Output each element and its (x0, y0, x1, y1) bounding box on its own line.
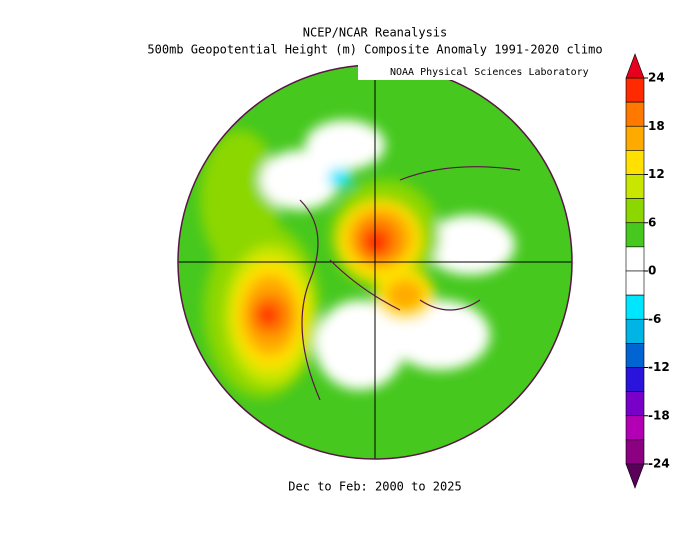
colorbar-segment (625, 415, 645, 441)
colorbar: 24 18 12 6 0 -6 -12 -18 -24 (625, 53, 670, 489)
colorbar-segment (625, 294, 645, 320)
title: NCEP/NCAR Reanalysis (303, 26, 448, 40)
colorbar-tick-label: -24 (648, 457, 670, 471)
colorbar-tick-label: 18 (648, 119, 665, 133)
colorbar-tick-label: 12 (648, 167, 665, 181)
colorbar-tick-label: 24 (648, 71, 665, 85)
colorbar-segment (625, 198, 645, 224)
colorbar-tick-label: -12 (648, 360, 670, 374)
colorbar-segment (625, 150, 645, 175)
colorbar-segment (625, 343, 645, 368)
colorbar-top (625, 53, 645, 79)
credit: NOAA Physical Sciences Laboratory (390, 67, 589, 78)
map (178, 65, 572, 459)
colorbar-segment (625, 77, 645, 103)
colorbar-segment (625, 125, 645, 151)
colorbar-bottom (625, 463, 645, 489)
colorbar-tick-label: -18 (648, 408, 670, 422)
colorbar-segment (625, 439, 645, 465)
colorbar-segment (625, 222, 645, 248)
colorbar-tick-label: 6 (648, 215, 656, 229)
colorbar-segment (625, 101, 645, 127)
colorbar-segment (625, 391, 645, 417)
credit-box (358, 63, 580, 80)
subtitle: 500mb Geopotential Height (m) Composite … (147, 43, 602, 57)
colorbar-tick-label: -6 (648, 312, 661, 326)
colorbar-tick-label: 0 (648, 264, 656, 278)
colorbar-segment (625, 367, 645, 392)
colorbar-segment (625, 318, 645, 344)
colorbar-segment (625, 270, 645, 296)
colorbar-segment (625, 174, 645, 199)
footer: Dec to Feb: 2000 to 2025 (288, 480, 461, 494)
colorbar-segment (625, 246, 645, 272)
